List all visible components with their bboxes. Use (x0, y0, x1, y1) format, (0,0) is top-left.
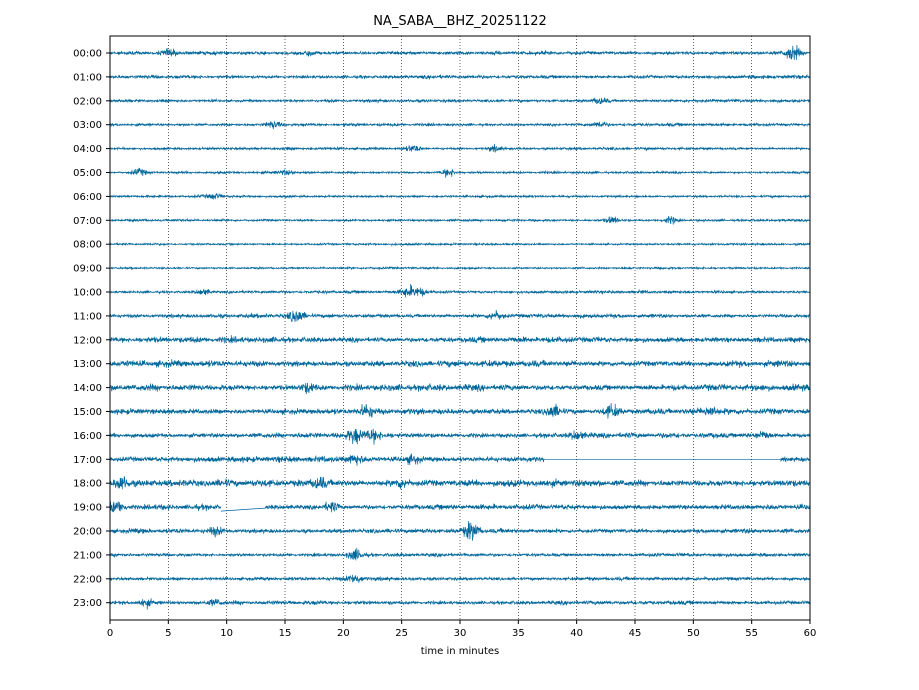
x-tick-label: 50 (687, 628, 700, 639)
trace-0000 (109, 44, 811, 60)
y-tick-label: 01:00 (73, 72, 102, 83)
trace-1700 (109, 453, 811, 466)
trace-2000 (109, 520, 811, 541)
y-tick-label: 06:00 (73, 192, 102, 203)
trace-1200 (109, 335, 811, 344)
x-tick-label: 10 (220, 628, 233, 639)
y-tick-label: 09:00 (73, 264, 102, 275)
y-tick-label: 19:00 (73, 503, 102, 514)
y-tick-label: 10:00 (73, 288, 102, 299)
y-tick-label: 21:00 (73, 550, 102, 561)
trace-0900 (109, 265, 811, 271)
trace-0100 (110, 73, 811, 80)
x-tick-label: 20 (337, 628, 350, 639)
trace-1000 (109, 283, 811, 298)
y-axis: 00:00 01:00 02:00 03:00 04:00 05:00 06:00 07:00… (73, 49, 110, 609)
trace-0200 (109, 97, 811, 105)
trace-1600 (109, 428, 811, 445)
trace-0300 (109, 120, 810, 130)
trace-2200 (109, 574, 811, 583)
y-tick-label: 17:00 (73, 455, 102, 466)
y-tick-label: 04:00 (73, 144, 102, 155)
y-tick-label: 20:00 (73, 527, 102, 538)
x-tick-label: 30 (454, 628, 467, 639)
y-tick-label: 05:00 (73, 168, 102, 179)
x-tick-label: 45 (629, 628, 642, 639)
trace-0800 (109, 241, 811, 247)
x-tick-label: 40 (570, 628, 583, 639)
trace-0700 (109, 216, 811, 225)
y-tick-label: 14:00 (73, 383, 102, 394)
trace-1900 (109, 501, 811, 513)
x-tick-label: 5 (165, 628, 171, 639)
x-tick-label: 60 (804, 628, 817, 639)
y-tick-label: 18:00 (73, 479, 102, 490)
y-tick-label: 07:00 (73, 216, 102, 227)
trace-1400 (109, 382, 811, 395)
trace-2300 (109, 598, 811, 610)
trace-0600 (109, 193, 810, 201)
gap-connector (220, 507, 266, 512)
x-tick-label: 15 (279, 628, 292, 639)
x-tick-label: 25 (395, 628, 408, 639)
y-tick-label: 02:00 (73, 96, 102, 107)
grid-lines (168, 36, 752, 620)
y-tick-label: 13:00 (73, 359, 102, 370)
chart-title: NA_SABA__BHZ_20251122 (373, 14, 547, 29)
trace-2100 (109, 547, 811, 561)
trace-1800 (109, 476, 811, 490)
x-tick-label: 55 (745, 628, 758, 639)
y-tick-label: 12:00 (73, 335, 102, 346)
trace-1500 (109, 403, 811, 419)
y-tick-label: 11:00 (73, 311, 102, 322)
y-tick-label: 22:00 (73, 574, 102, 585)
trace-0400 (109, 143, 811, 153)
x-tick-label: 0 (107, 628, 113, 639)
y-tick-label: 00:00 (73, 49, 102, 60)
trace-0500 (109, 167, 811, 178)
seismic-traces (109, 44, 811, 610)
x-axis-label: time in minutes (421, 646, 500, 657)
y-tick-label: 15:00 (73, 407, 102, 418)
y-tick-label: 08:00 (73, 240, 102, 251)
trace-1100 (109, 309, 811, 323)
x-axis: 0 5 10 15 20 25 30 35 40 45 50 55 60 (107, 620, 817, 639)
trace-1300 (109, 359, 811, 369)
y-tick-label: 16:00 (73, 431, 102, 442)
x-tick-label: 35 (512, 628, 525, 639)
y-tick-label: 03:00 (73, 120, 102, 131)
y-tick-label: 23:00 (73, 598, 102, 609)
